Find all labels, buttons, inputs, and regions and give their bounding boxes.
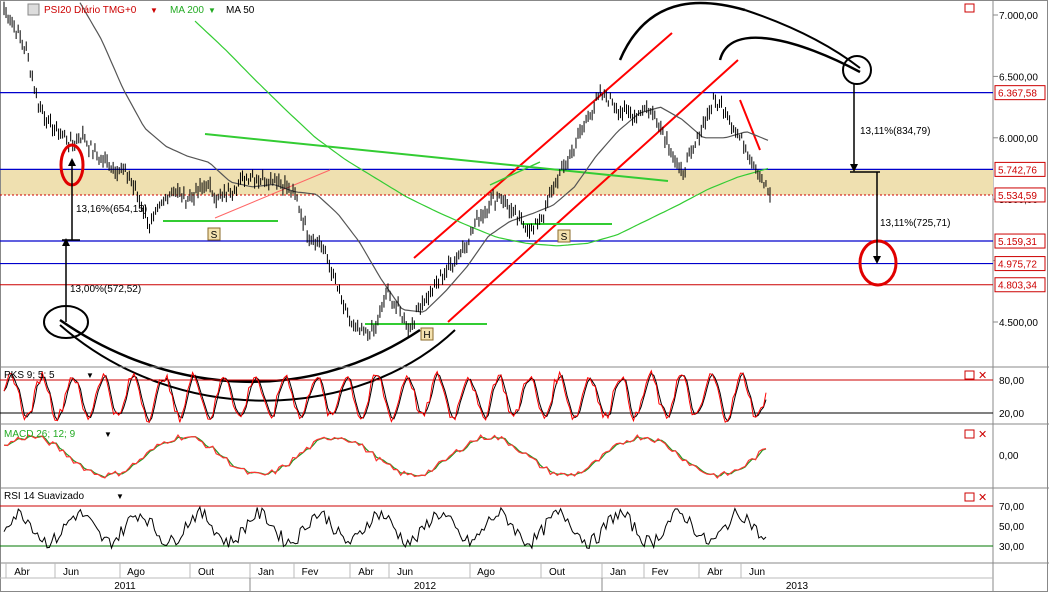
level-label: 5.742,76 [998,165,1037,176]
rsi-tick-70: 70,00 [999,502,1024,513]
panel-maximize-icon[interactable] [964,492,975,502]
level-label: 5.534,59 [998,191,1037,202]
head-marker [420,327,434,341]
annotation-pct-1: 13,16%(654,15) [76,204,147,215]
top-circle [842,55,872,85]
level-label-box [994,161,1046,177]
level-label-box [994,85,1046,101]
time-axis: Abr Jun Ago Out Jan Fev Abr Jun Ago Out Jan Fev Abr J… [5,563,809,592]
level-label: 5.159,31 [998,237,1037,248]
level-label-box [994,277,1046,293]
symbol-label[interactable]: PSI20 Diário TMG+0 [44,5,137,16]
arrow-head-icon [850,164,858,172]
ma200-line [194,20,769,247]
macd-tick-0: 0,00 [999,451,1019,462]
ma200-dropdown-icon[interactable]: ▼ [208,6,216,15]
stoch-tick-80: 80,00 [999,376,1024,387]
chart-type-icon[interactable] [27,3,40,16]
level-label-box [994,187,1046,203]
head-marker-label: H [423,330,430,341]
year-label: 2011 [114,581,136,592]
price-tick-label: 6.500,00 [999,72,1038,83]
panel-close-icon[interactable]: ✕ [978,492,987,504]
month-label: Abr [358,567,374,578]
short-downtrend-line [739,99,761,151]
shoulder-marker-right-label: S [561,232,568,243]
shoulder-marker-left [207,227,221,241]
level-label: 6.367,58 [998,89,1037,100]
panel-maximize-icon[interactable] [964,370,975,380]
level-label: 4.975,72 [998,260,1037,271]
macd-line [3,434,767,479]
month-label: Abr [14,567,30,578]
stoch-tick-20: 20,00 [999,409,1024,420]
month-label: Fev [652,567,669,578]
level-labels: 6.367,58 5.742,76 5.534,59 5.159,31 4.975,72… [994,85,1046,293]
rsi-tick-50: 50,00 [999,522,1024,533]
arrow-head-icon [62,238,70,246]
price-series [3,1,771,341]
ma50-label[interactable]: MA 50 [226,5,255,16]
month-label: Out [198,567,214,578]
panel-close-icon[interactable]: ✕ [978,370,987,382]
month-label: Jun [63,567,79,578]
shoulder-marker-right [557,229,571,243]
annotation-pct-4: 13,11%(725,71) [880,218,950,229]
rounded-bottom-arc-outer [59,324,456,402]
month-label: Ago [127,567,145,578]
level-label-box [994,233,1046,249]
panel-maximize-icon[interactable] [964,429,975,439]
month-label: Out [549,567,565,578]
month-label: Jan [610,567,626,578]
macd-dropdown-icon[interactable]: ▼ [104,430,112,439]
stoch-label[interactable]: PKS 9; 5; 5 [4,370,55,381]
year-label: 2013 [786,581,809,592]
level-label-box [994,256,1046,272]
shoulder-arc-left [618,1,746,61]
neckline-left [204,133,669,182]
symbol-dropdown-icon[interactable]: ▼ [150,6,158,15]
rounded-bottom-arc [59,318,421,383]
maximize-icon[interactable] [964,3,975,13]
price-tick-label: 6.000,00 [999,134,1038,145]
ma50-line [79,2,769,313]
stoch-dropdown-icon[interactable]: ▼ [86,371,94,380]
month-label: Jun [749,567,765,578]
year-label: 2012 [414,581,437,592]
level-label: 4.803,34 [998,281,1037,292]
macd-label[interactable]: MACD 26; 12; 9 [4,429,76,440]
month-label: Fev [302,567,319,578]
panel-close-icon[interactable]: ✕ [978,429,987,441]
channel-lower-line [447,59,739,323]
ma200-label[interactable]: MA 200 [170,5,204,16]
arrow-head-icon [68,158,76,166]
shoulder-marker-left-label: S [211,230,218,241]
annotation-pct-3: 13,11%(834,79) [860,126,930,137]
rsi-line [3,505,767,550]
rsi-label[interactable]: RSI 14 Suavizado [4,491,84,502]
rsi-dropdown-icon[interactable]: ▼ [116,492,124,501]
month-label: Jun [397,567,413,578]
rsi-tick-30: 30,00 [999,542,1024,553]
shoulder-arc-link [744,9,861,69]
month-label: Jan [258,567,274,578]
target-circle-right [858,239,898,287]
price-tick-label: 7.000,00 [999,11,1038,22]
annotation-pct-2: 13,00%(572,52) [70,284,141,295]
price-tick-label: 4.500,00 [999,318,1038,329]
neckline-segment [489,161,541,186]
arrow-head-icon [873,256,881,264]
shoulder-arc-right [718,36,861,74]
stoch-k-line [3,369,767,423]
thin-trend-line [214,169,331,219]
month-label: Abr [707,567,723,578]
month-label: Ago [477,567,495,578]
